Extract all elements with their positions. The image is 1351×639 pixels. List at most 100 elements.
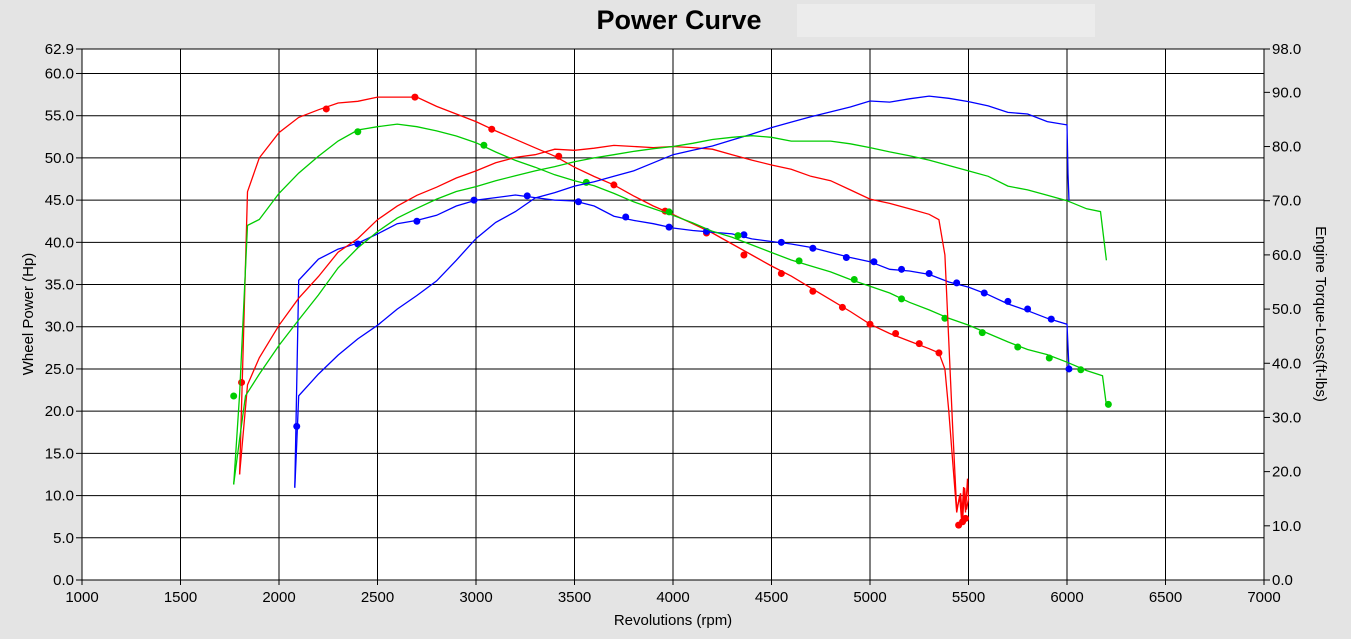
x-tick-label: 3000: [459, 589, 492, 606]
series-marker: [411, 93, 419, 101]
y2-tick-label: 50.0: [1272, 301, 1301, 318]
series-marker: [238, 378, 246, 386]
x-tick-label: 4000: [656, 589, 689, 606]
series-marker: [665, 223, 673, 231]
series-marker: [935, 349, 943, 357]
series-marker: [1104, 400, 1112, 408]
y2-axis-label: Engine Torque-Loss(ft-lbs): [1312, 226, 1329, 402]
series-line-power-1: [294, 194, 1070, 488]
series-marker: [838, 303, 846, 311]
series-marker: [915, 340, 923, 348]
grid-lines: [76, 48, 1270, 585]
y-axis-label: Wheel Power (Hp): [20, 253, 37, 376]
y-tick-label: 20.0: [45, 403, 74, 420]
y-tick-label: 60.0: [45, 65, 74, 82]
series-marker: [230, 392, 238, 400]
series-group: [230, 93, 1112, 529]
series-marker: [740, 251, 748, 259]
y-tick-label: 55.0: [45, 108, 74, 125]
x-tick-label: 1500: [164, 589, 197, 606]
series-marker: [866, 320, 874, 328]
series-line-torque-5: [233, 135, 1108, 485]
y-tick-label: 0.0: [53, 572, 74, 589]
y2-tick-label: 40.0: [1272, 355, 1301, 372]
series-marker: [622, 213, 630, 221]
series-marker: [1065, 365, 1073, 373]
y2-tick-label: 10.0: [1272, 518, 1301, 535]
y2-tick-label: 70.0: [1272, 193, 1301, 210]
y2-tick-label: 98.0: [1272, 41, 1301, 58]
series-marker: [870, 258, 878, 266]
series-marker: [953, 279, 961, 287]
series-marker: [809, 287, 817, 295]
y-tick-label: 50.0: [45, 150, 74, 167]
series-marker: [898, 265, 906, 273]
series-marker: [1077, 366, 1085, 374]
series-marker: [665, 208, 673, 216]
y2-tick-label: 80.0: [1272, 139, 1301, 156]
x-tick-label: 4500: [755, 589, 788, 606]
y2-tick-label: 30.0: [1272, 409, 1301, 426]
series-marker: [574, 198, 582, 206]
series-marker: [898, 295, 906, 303]
series-marker: [850, 275, 858, 283]
y2-tick-label: 20.0: [1272, 464, 1301, 481]
series-line-torque-4: [294, 95, 1070, 488]
y-tick-label: 30.0: [45, 319, 74, 336]
series-marker: [1045, 354, 1053, 362]
x-axis-label: Revolutions (rpm): [614, 612, 732, 629]
series-marker: [354, 128, 362, 136]
series-marker: [470, 196, 478, 204]
series-marker: [842, 254, 850, 262]
y2-tick-label: 0.0: [1272, 572, 1293, 589]
series-marker: [1004, 297, 1012, 305]
x-tick-label: 5000: [853, 589, 886, 606]
y-tick-label: 45.0: [45, 192, 74, 209]
series-marker: [1024, 305, 1032, 313]
y2-tick-label: 60.0: [1272, 247, 1301, 264]
y-tick-label: 5.0: [53, 530, 74, 547]
series-marker: [962, 514, 970, 522]
x-tick-label: 2500: [361, 589, 394, 606]
series-marker: [980, 289, 988, 297]
x-tick-label: 2000: [262, 589, 295, 606]
series-marker: [777, 238, 785, 246]
series-marker: [809, 244, 817, 252]
x-tick-label: 1000: [65, 589, 98, 606]
series-marker: [413, 217, 421, 225]
series-marker: [978, 329, 986, 337]
x-tick-label: 3500: [558, 589, 591, 606]
y-tick-label: 62.9: [45, 41, 74, 58]
series-marker: [795, 257, 803, 265]
x-tick-label: 7000: [1247, 589, 1280, 606]
series-marker: [610, 181, 618, 189]
tick-labels: 1000 1500 2000 2500 3000 3500 4000 4500 5000 5500…: [45, 41, 1301, 606]
y-tick-label: 35.0: [45, 277, 74, 294]
series-marker: [734, 232, 742, 240]
y-tick-label: 25.0: [45, 361, 74, 378]
series-marker: [941, 314, 949, 322]
title-blank-box: [797, 4, 1095, 37]
series-marker: [523, 192, 531, 200]
y-tick-label: 40.0: [45, 234, 74, 251]
series-marker: [555, 152, 563, 160]
series-marker: [1047, 315, 1055, 323]
series-marker: [740, 231, 748, 239]
y-tick-label: 15.0: [45, 445, 74, 462]
x-tick-label: 6000: [1050, 589, 1083, 606]
y-tick-label: 10.0: [45, 488, 74, 505]
series-marker: [777, 270, 785, 278]
x-tick-label: 5500: [952, 589, 985, 606]
series-marker: [293, 422, 301, 430]
series-marker: [892, 329, 900, 337]
series-line-power-0: [238, 96, 970, 521]
y2-tick-label: 90.0: [1272, 84, 1301, 101]
series-marker: [480, 141, 488, 149]
series-marker: [1014, 343, 1022, 351]
chart-title: Power Curve: [596, 5, 761, 35]
series-marker: [322, 105, 330, 113]
series-marker: [925, 270, 933, 278]
series-marker: [488, 125, 496, 133]
x-tick-label: 6500: [1149, 589, 1182, 606]
